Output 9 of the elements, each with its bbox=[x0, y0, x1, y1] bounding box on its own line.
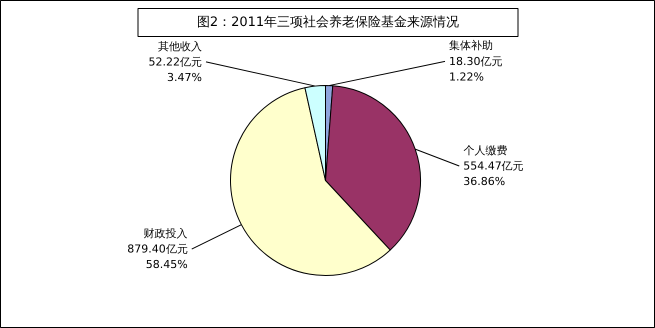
slice-label: 集体补助 bbox=[449, 39, 493, 52]
chart-title: 图2：2011年三项社会养老保险基金来源情况 bbox=[196, 14, 460, 30]
data-label: 18.30亿元 1.22% bbox=[449, 54, 502, 84]
slice-label: 个人缴费 bbox=[463, 144, 508, 157]
slice-label: 财政投入 bbox=[144, 227, 188, 240]
slice-label: 其他收入 bbox=[158, 40, 202, 53]
data-label: 52.22亿元 3.47% bbox=[148, 55, 202, 84]
data-label: 554.47亿元 36.86% bbox=[463, 160, 524, 188]
data-label: 879.40亿元 58.45% bbox=[127, 242, 188, 272]
